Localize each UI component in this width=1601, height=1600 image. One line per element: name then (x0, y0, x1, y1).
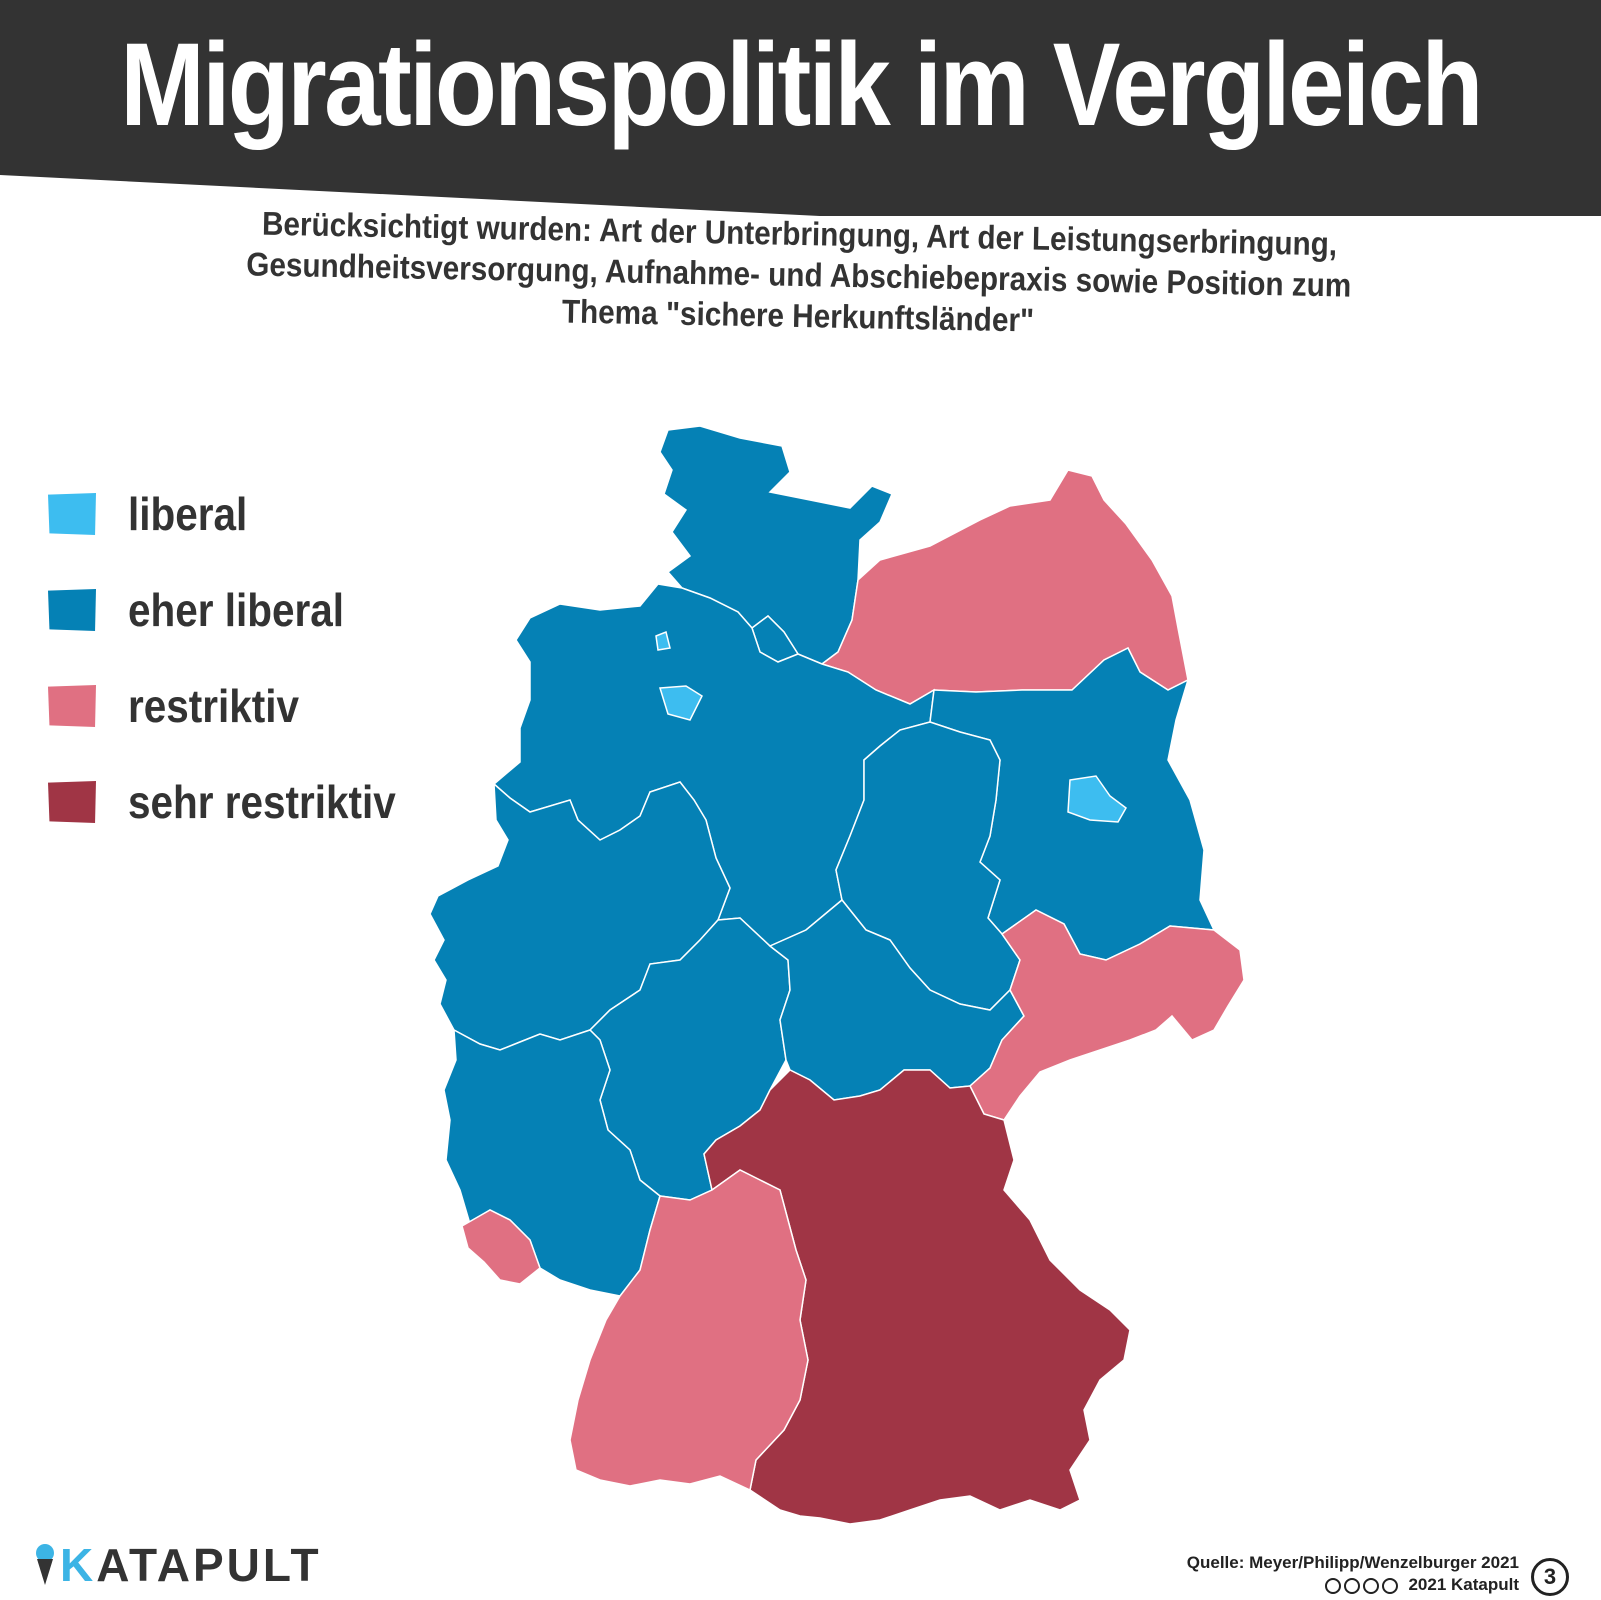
state-SN (969, 909, 1245, 1121)
legend-item-liberal: liberal (48, 466, 432, 562)
legend-label: eher liberal (128, 584, 344, 636)
cc-by-icon (1343, 1577, 1360, 1594)
source-block: Quelle: Meyer/Philipp/Wenzelburger 2021 … (1187, 1552, 1519, 1596)
issue-number-badge: 3 (1531, 1558, 1569, 1596)
legend-item-sehr-restriktiv: sehr restriktiv (48, 754, 432, 850)
legend-item-restriktiv: restriktiv (48, 658, 432, 754)
cc-icon (1324, 1577, 1341, 1594)
state-HB-bremerhaven (655, 630, 671, 651)
source-credit: Quelle: Meyer/Philipp/Wenzelburger 2021 (1186, 1553, 1519, 1572)
ice-cream-icon (36, 1544, 54, 1585)
state-BE (1067, 775, 1127, 823)
legend-label: restriktiv (128, 680, 300, 732)
cc-nc-icon (1362, 1577, 1379, 1594)
cc-license-icons (1324, 1577, 1398, 1594)
legend-label: sehr restriktiv (128, 776, 396, 828)
legend-swatch-sehr-restriktiv (48, 781, 96, 823)
legend-swatch-eher-liberal (48, 589, 96, 631)
legend-item-eher-liberal: eher liberal (48, 562, 432, 658)
legend-swatch-restriktiv (48, 685, 96, 727)
brand-logo: K ATAPULT (34, 1538, 322, 1592)
state-HB (659, 685, 703, 721)
state-BW (569, 1169, 809, 1492)
state-SL (461, 1209, 541, 1285)
copyright-text: 2021 Katapult (1408, 1575, 1519, 1594)
copyright-line: 2021 Katapult (1187, 1574, 1519, 1596)
title-bar (0, 0, 1601, 216)
cc-nd-icon (1381, 1577, 1398, 1594)
legend-swatch-liberal (48, 493, 96, 535)
legend-label: liberal (128, 488, 248, 540)
brand-name: ATAPULT (96, 1539, 322, 1591)
brand-letter-k: K (60, 1539, 97, 1591)
page-title: Migrationspolitik im Vergleich (120, 19, 1483, 151)
legend: liberal eher liberal restriktiv sehr res… (48, 466, 432, 850)
